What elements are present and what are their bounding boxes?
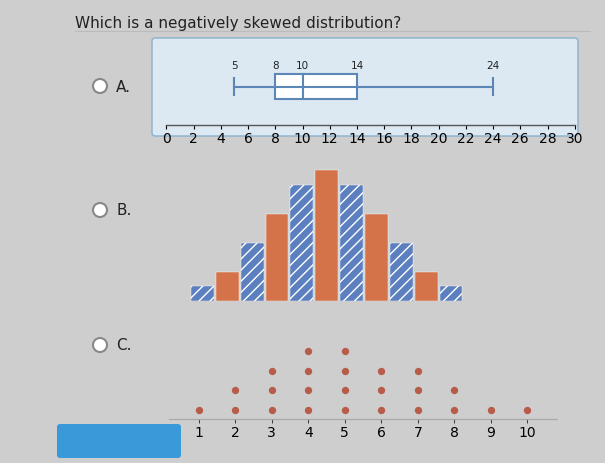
Text: 24: 24 [486,60,500,70]
Bar [315,171,338,301]
Text: 14: 14 [350,60,364,70]
Bar [191,287,214,301]
Bar [340,186,363,301]
Point [340,406,350,413]
Bar [275,75,357,100]
Circle shape [93,204,107,218]
Text: B.: B. [116,203,131,218]
Circle shape [93,338,107,352]
Bar [290,186,313,301]
Point [267,387,276,394]
Point [340,367,350,375]
Point [376,387,386,394]
Point [231,387,240,394]
Point [450,387,459,394]
Text: A.: A. [116,79,131,94]
FancyBboxPatch shape [152,39,578,137]
Text: 10: 10 [296,60,309,70]
Point [303,348,313,355]
Circle shape [93,80,107,94]
Point [413,406,423,413]
Point [303,387,313,394]
Point [340,387,350,394]
Point [194,406,203,413]
Text: 8: 8 [272,60,278,70]
Point [267,406,276,413]
Bar [439,287,462,301]
Bar [365,214,388,301]
Point [450,406,459,413]
Point [376,406,386,413]
Point [303,367,313,375]
Point [413,387,423,394]
Point [231,406,240,413]
Text: Which is a negatively skewed distribution?: Which is a negatively skewed distributio… [75,16,401,31]
Bar [216,272,239,301]
Point [340,348,350,355]
Text: ← PREVIOUS: ← PREVIOUS [73,435,165,448]
Point [303,406,313,413]
Point [523,406,532,413]
Bar [390,243,413,301]
Bar [266,214,289,301]
Point [376,367,386,375]
Bar [241,243,264,301]
Point [413,367,423,375]
FancyBboxPatch shape [57,424,181,458]
Bar [414,272,437,301]
Point [486,406,495,413]
Point [267,367,276,375]
Text: 5: 5 [231,60,238,70]
Text: C.: C. [116,338,131,353]
